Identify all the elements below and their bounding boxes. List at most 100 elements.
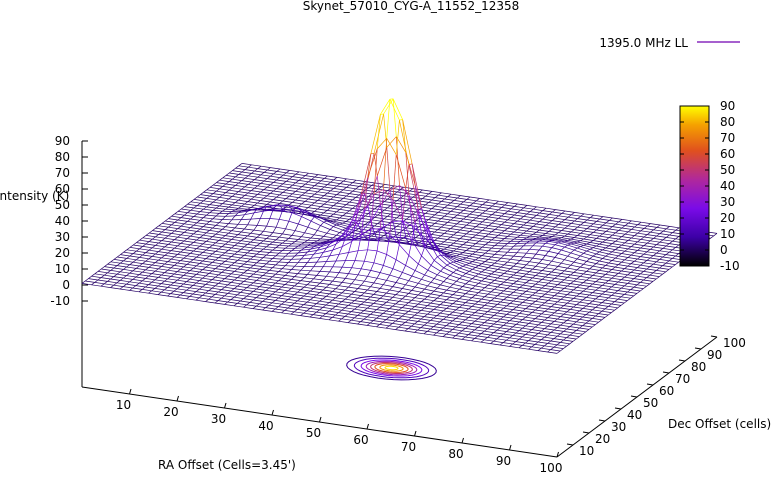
mesh-line bbox=[402, 210, 407, 214]
mesh-line bbox=[196, 263, 200, 267]
mesh-line bbox=[459, 278, 470, 282]
mesh-line bbox=[570, 229, 575, 233]
mesh-line bbox=[414, 283, 419, 288]
mesh-line bbox=[161, 257, 172, 260]
mesh-line bbox=[264, 172, 274, 175]
mesh-line bbox=[298, 197, 309, 200]
mesh-line bbox=[402, 288, 412, 291]
mesh-line bbox=[265, 298, 276, 301]
mesh-line bbox=[513, 309, 523, 312]
mesh-line bbox=[595, 278, 600, 282]
mesh-line bbox=[389, 314, 393, 318]
mesh-line bbox=[183, 283, 194, 286]
mesh-line bbox=[373, 320, 383, 323]
mesh-line bbox=[614, 301, 625, 304]
mesh-line bbox=[611, 301, 615, 305]
mesh-line bbox=[333, 205, 344, 208]
mesh-line bbox=[281, 292, 286, 296]
mesh-line bbox=[469, 270, 479, 275]
mesh-line bbox=[494, 306, 504, 309]
mesh-line bbox=[528, 331, 539, 334]
mesh-line bbox=[234, 262, 245, 265]
mesh-line bbox=[637, 239, 642, 243]
mesh-line bbox=[399, 204, 404, 208]
mesh-line bbox=[491, 282, 501, 285]
mesh-line bbox=[234, 253, 245, 256]
mesh-line bbox=[535, 318, 545, 321]
mesh-line bbox=[436, 295, 441, 299]
mesh-line bbox=[357, 304, 362, 308]
mesh-line bbox=[339, 223, 350, 228]
mesh-line bbox=[465, 273, 476, 277]
mesh-line bbox=[504, 202, 509, 206]
mesh-line bbox=[522, 319, 533, 322]
mesh-line bbox=[205, 281, 210, 285]
mesh-line bbox=[303, 295, 314, 298]
mesh-line bbox=[363, 299, 368, 303]
mesh-line bbox=[471, 312, 476, 316]
mesh-line bbox=[437, 297, 447, 301]
mesh-line bbox=[468, 331, 472, 335]
mesh-line bbox=[300, 304, 305, 308]
mesh-line bbox=[186, 264, 197, 267]
mesh-line bbox=[316, 294, 327, 297]
mesh-line bbox=[535, 253, 546, 256]
mesh-line bbox=[385, 308, 390, 312]
mesh-line bbox=[244, 201, 249, 205]
mesh-line bbox=[449, 314, 460, 317]
mesh-line bbox=[212, 262, 222, 265]
mesh-line bbox=[203, 226, 213, 229]
mesh-line bbox=[225, 172, 230, 176]
mesh-line bbox=[481, 313, 485, 317]
mesh-line bbox=[384, 198, 388, 202]
mesh-line bbox=[649, 281, 654, 285]
mesh-line bbox=[285, 275, 295, 277]
mesh-line bbox=[456, 269, 467, 274]
mesh-line bbox=[643, 260, 648, 264]
mesh-line bbox=[659, 273, 663, 277]
mesh-line bbox=[387, 216, 397, 219]
mesh-line bbox=[300, 255, 305, 260]
mesh-line bbox=[199, 252, 204, 256]
mesh-line bbox=[221, 269, 226, 273]
mesh-line bbox=[443, 247, 448, 250]
mesh-line bbox=[205, 275, 216, 278]
mesh-line bbox=[585, 311, 590, 315]
mesh-line bbox=[344, 307, 355, 310]
mesh-line bbox=[332, 299, 342, 302]
mesh-line bbox=[332, 277, 337, 282]
mesh-line bbox=[198, 295, 203, 299]
mesh-line bbox=[225, 243, 235, 246]
mesh-line bbox=[472, 259, 476, 262]
mesh-line bbox=[250, 247, 254, 251]
mesh-line bbox=[585, 294, 590, 298]
mesh-line bbox=[478, 280, 482, 284]
mesh-line bbox=[453, 242, 464, 245]
mesh-line bbox=[560, 313, 565, 317]
mesh-line bbox=[180, 257, 185, 261]
mesh-line bbox=[297, 236, 302, 240]
mesh-line bbox=[281, 286, 292, 289]
mesh-line bbox=[466, 216, 477, 219]
mesh-line bbox=[193, 199, 204, 202]
mesh-line bbox=[341, 260, 346, 268]
mesh-line bbox=[573, 332, 583, 335]
mesh-line bbox=[173, 290, 184, 293]
mesh-line bbox=[439, 319, 444, 323]
mesh-line bbox=[390, 228, 394, 232]
mesh-line bbox=[548, 251, 559, 254]
mesh-line bbox=[433, 290, 444, 294]
mesh-line bbox=[209, 244, 213, 248]
mesh-line bbox=[424, 285, 428, 290]
mesh-line bbox=[520, 224, 524, 228]
mesh-line bbox=[300, 269, 311, 272]
mesh-line bbox=[316, 309, 320, 313]
mesh-line bbox=[425, 221, 435, 224]
mesh-line bbox=[282, 181, 287, 185]
mesh-line bbox=[320, 236, 324, 240]
mesh-line bbox=[327, 181, 331, 185]
mesh-line bbox=[308, 207, 318, 210]
mesh-line bbox=[171, 230, 175, 234]
mesh-line bbox=[582, 297, 587, 301]
mesh-line bbox=[630, 280, 641, 283]
